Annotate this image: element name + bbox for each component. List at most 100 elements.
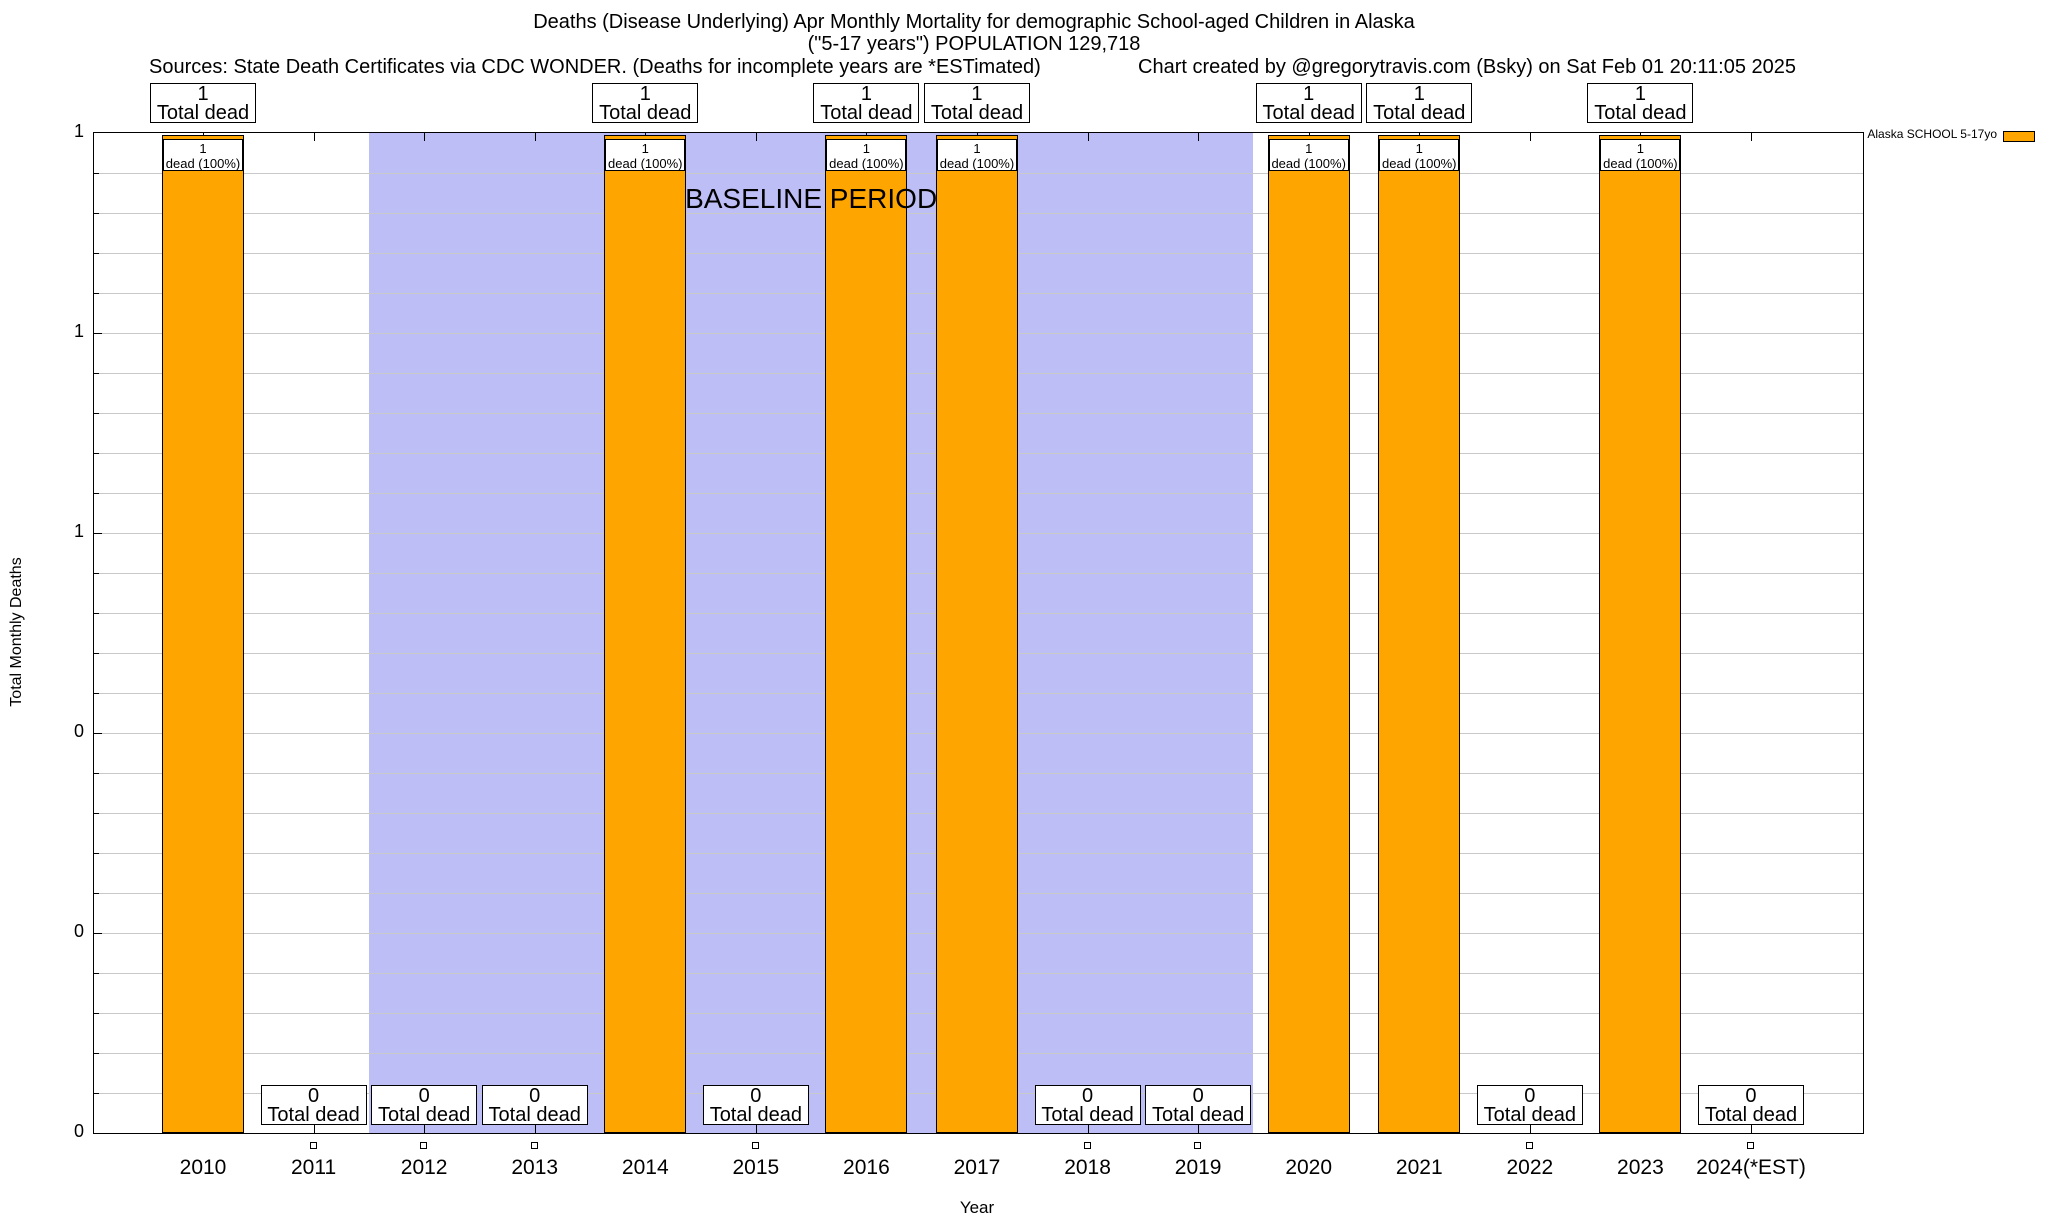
y-axis-tick [94,373,99,374]
y-tick-label: 1 [73,521,84,541]
x-tick-label: 2019 [1174,1156,1222,1179]
y-axis-tick [94,1093,99,1094]
y-axis-tick [94,813,99,814]
x-tick-top [424,133,426,141]
bar-2017 [935,135,1018,1133]
x-tick-label: 2015 [732,1156,780,1179]
y-axis-tick [94,533,102,534]
zero-dead-annotation-2013: 0 Total dead [481,1085,588,1125]
x-tick-top [755,133,757,141]
x-tick-top [534,133,536,141]
y-axis-tick [94,653,99,654]
x-tick-bottom [534,1125,536,1133]
in-bar-annotation-2021: 1 dead (100%) [1379,139,1460,171]
legend-swatch [2003,131,2035,142]
baseline-period-band [368,133,1254,1133]
y-tick-label: 0 [73,721,84,741]
zero-marker-2024(*EST) [1746,1142,1754,1149]
y-axis-tick [94,453,99,454]
y-axis-tick [94,333,102,334]
zero-marker-2019 [1194,1142,1202,1149]
x-tick-top [1198,133,1200,141]
y-axis-tick [94,853,99,854]
x-tick-bottom [1087,1125,1089,1133]
y-axis-tick [94,413,99,414]
x-tick-bottom [1198,1125,1200,1133]
sources-note: Sources: State Death Certificates via CD… [149,56,1041,78]
legend-label: Alaska SCHOOL 5-17yo [1867,127,1997,141]
zero-marker-2013 [530,1142,538,1149]
total-dead-annotation-2023: 1 Total dead [1587,83,1694,123]
x-tick-label: 2016 [843,1156,890,1179]
chart-title-line2: ("5-17 years") POPULATION 129,718 [807,33,1141,55]
zero-dead-annotation-2012: 0 Total dead [371,1085,478,1125]
x-tick-label: 2014 [621,1156,669,1179]
x-tick-top [1087,133,1089,141]
y-axis-tick [94,1013,99,1014]
x-tick-top [313,133,315,141]
bar-2021 [1378,135,1461,1133]
zero-dead-annotation-2024(*EST): 0 Total dead [1697,1085,1804,1125]
x-tick-label: 2017 [953,1156,1001,1179]
y-axis-tick [94,213,99,214]
y-axis-tick [94,293,99,294]
y-axis-tick [94,893,99,894]
x-tick-bottom [313,1125,315,1133]
zero-marker-2012 [420,1142,428,1149]
zero-marker-2018 [1083,1142,1091,1149]
total-dead-annotation-2020: 1 Total dead [1255,83,1362,123]
x-tick-bottom [755,1125,757,1133]
x-tick-top [1750,133,1752,141]
x-tick-bottom [1750,1125,1752,1133]
chart-title-line1: Deaths (Disease Underlying) Apr Monthly … [533,11,1415,33]
in-bar-annotation-2023: 1 dead (100%) [1600,139,1681,171]
y-axis-tick [94,933,102,934]
total-dead-annotation-2016: 1 Total dead [813,83,920,123]
x-tick-label: 2013 [511,1156,559,1179]
total-dead-annotation-2021: 1 Total dead [1366,83,1473,123]
x-tick-label: 2012 [400,1156,448,1179]
y-axis-tick [94,173,99,174]
zero-dead-annotation-2015: 0 Total dead [702,1085,809,1125]
zero-dead-annotation-2022: 0 Total dead [1476,1085,1583,1125]
bar-2014 [604,135,687,1133]
zero-marker-2022 [1525,1142,1533,1149]
y-axis-title: Total Monthly Deaths [8,557,25,707]
zero-dead-annotation-2018: 0 Total dead [1034,1085,1141,1125]
y-axis-tick [94,253,99,254]
in-bar-annotation-2020: 1 dead (100%) [1268,139,1349,171]
bar-2016 [825,135,908,1133]
in-bar-annotation-2014: 1 dead (100%) [605,139,686,171]
x-tick-label: 2020 [1285,1156,1333,1179]
y-tick-label: 1 [73,321,84,341]
zero-marker-2015 [751,1142,759,1149]
x-axis-title: Year [959,1198,995,1217]
zero-marker-2011 [309,1142,317,1149]
in-bar-annotation-2016: 1 dead (100%) [826,139,907,171]
y-axis-tick [94,1053,99,1054]
credit-note: Chart created by @gregorytravis.com (Bsk… [1138,56,1797,78]
x-tick-bottom [424,1125,426,1133]
total-dead-annotation-2010: 1 Total dead [150,83,256,123]
x-tick-label: 2018 [1064,1156,1111,1179]
y-axis-tick [94,613,99,614]
y-axis-tick [94,973,99,974]
in-bar-annotation-2010: 1 dead (100%) [163,139,243,171]
y-axis-tick [94,693,99,694]
y-tick-label: 1 [73,121,84,141]
y-axis-tick [94,493,99,494]
y-tick-label: 0 [73,1121,84,1141]
x-tick-bottom [1529,1125,1531,1133]
zero-dead-annotation-2019: 0 Total dead [1145,1085,1252,1125]
y-axis-tick [94,733,102,734]
bar-2020 [1267,135,1350,1133]
baseline-period-label: BASELINE PERIOD [685,183,938,214]
x-tick-label: 2023 [1617,1156,1664,1179]
x-tick-label: 2024(*EST) [1696,1156,1806,1179]
total-dead-annotation-2017: 1 Total dead [923,83,1030,123]
zero-dead-annotation-2011: 0 Total dead [260,1085,367,1125]
y-axis-tick [94,773,99,774]
in-bar-annotation-2017: 1 dead (100%) [936,139,1017,171]
y-tick-label: 0 [73,921,84,941]
